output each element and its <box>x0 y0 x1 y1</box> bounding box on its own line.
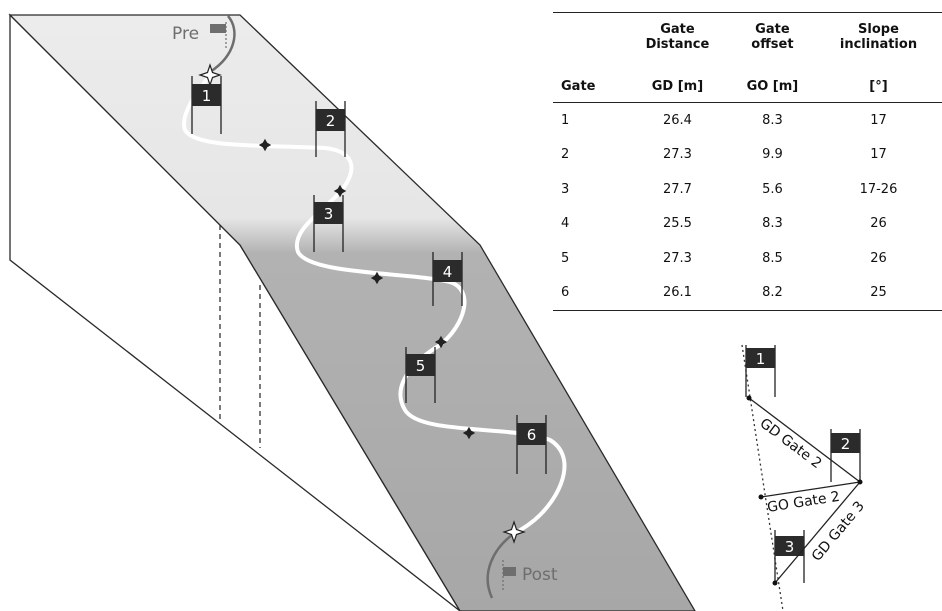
cell-go: 8.2 <box>762 285 783 301</box>
fall-line <box>741 344 784 611</box>
gate-6: 6 <box>516 415 547 474</box>
gate-5: 5 <box>405 347 436 403</box>
col-header-gate: Gate <box>561 79 596 94</box>
pre-label: Pre <box>172 24 199 44</box>
table-row: 6 26.1 8.2 25 <box>553 276 942 311</box>
cell-slope: 17 <box>870 147 887 163</box>
inset-gate-2: 2 <box>830 429 861 482</box>
post-label: Post <box>522 565 558 585</box>
cell-slope: 17-26 <box>859 181 898 197</box>
cell-slope: 26 <box>870 250 887 266</box>
inset-geometry-diagram: 1 2 3 GD Gate 2 GO Gate 2 GD Gate 3 <box>741 344 868 611</box>
gate-1: 1 <box>191 76 222 134</box>
table-header-row: Gate Gate Distance GD [m] Gate offset GO… <box>553 12 942 103</box>
pre-flag-icon <box>210 24 226 33</box>
cell-gd: 27.7 <box>662 181 692 197</box>
cell-gate: 3 <box>561 181 570 197</box>
cell-go: 5.6 <box>762 181 783 197</box>
star-icon <box>258 138 272 152</box>
cell-gate: 6 <box>561 285 570 301</box>
inset-gate-3: 3 <box>774 530 805 583</box>
gate-4: 4 <box>432 252 463 306</box>
table-row: 3 27.7 5.6 17-26 <box>553 172 942 207</box>
gate-3: 3 <box>313 195 344 252</box>
gate-label: 5 <box>416 357 426 375</box>
table-row: 5 27.3 8.5 26 <box>553 241 942 276</box>
cell-gate: 1 <box>561 112 570 128</box>
cell-slope: 17 <box>870 112 887 128</box>
post-flag-icon <box>503 567 516 576</box>
go-gate-2-label: GO Gate 2 <box>766 489 841 516</box>
cell-go: 8.3 <box>762 112 783 128</box>
cell-gd: 26.1 <box>662 285 692 301</box>
gate-label: 2 <box>326 112 336 130</box>
gate-2: 2 <box>315 101 346 157</box>
gate-label: 4 <box>443 263 453 281</box>
cell-slope: 26 <box>870 216 887 232</box>
star-icon <box>434 335 448 349</box>
gate-label: 1 <box>756 350 766 368</box>
cell-go: 8.5 <box>762 250 783 266</box>
star-icon <box>333 184 347 198</box>
cell-go: 9.9 <box>762 147 783 163</box>
gate-label: 6 <box>527 426 537 444</box>
col-header-gate-distance: Gate Distance GD [m] <box>645 22 710 94</box>
table-row: 2 27.3 9.9 17 <box>553 138 942 173</box>
table-row: 1 26.4 8.3 17 <box>553 103 942 138</box>
gate-data-table: Gate Gate Distance GD [m] Gate offset GO… <box>553 12 942 311</box>
cell-gd: 26.4 <box>662 112 692 128</box>
pre-course-path <box>209 15 236 74</box>
cell-gd: 27.3 <box>662 250 692 266</box>
cell-gate: 2 <box>561 147 570 163</box>
timing-star-icons <box>198 63 526 544</box>
table-row: 4 25.5 8.3 26 <box>553 207 942 242</box>
gd-gate-2-label: GD Gate 2 <box>757 415 825 472</box>
cell-gd: 27.3 <box>662 147 692 163</box>
gate-label: 3 <box>324 205 334 223</box>
post-course-path <box>486 534 513 599</box>
cell-gate: 4 <box>561 216 570 232</box>
cell-go: 8.3 <box>762 216 783 232</box>
gate-label: 2 <box>841 435 851 453</box>
gate-label: 3 <box>785 538 795 556</box>
cell-gd: 25.5 <box>662 216 692 232</box>
slope-surface <box>8 14 696 611</box>
cell-gate: 5 <box>561 250 570 266</box>
inset-gate-1: 1 <box>745 345 776 397</box>
col-header-gate-offset: Gate offset GO [m] <box>746 22 799 94</box>
star-icon <box>462 426 476 440</box>
star-icon <box>370 271 384 285</box>
cell-slope: 25 <box>870 285 887 301</box>
star-icon <box>502 520 526 544</box>
col-header-slope-inclination: Slope inclination [°] <box>839 22 918 94</box>
gate-label: 1 <box>202 87 212 105</box>
